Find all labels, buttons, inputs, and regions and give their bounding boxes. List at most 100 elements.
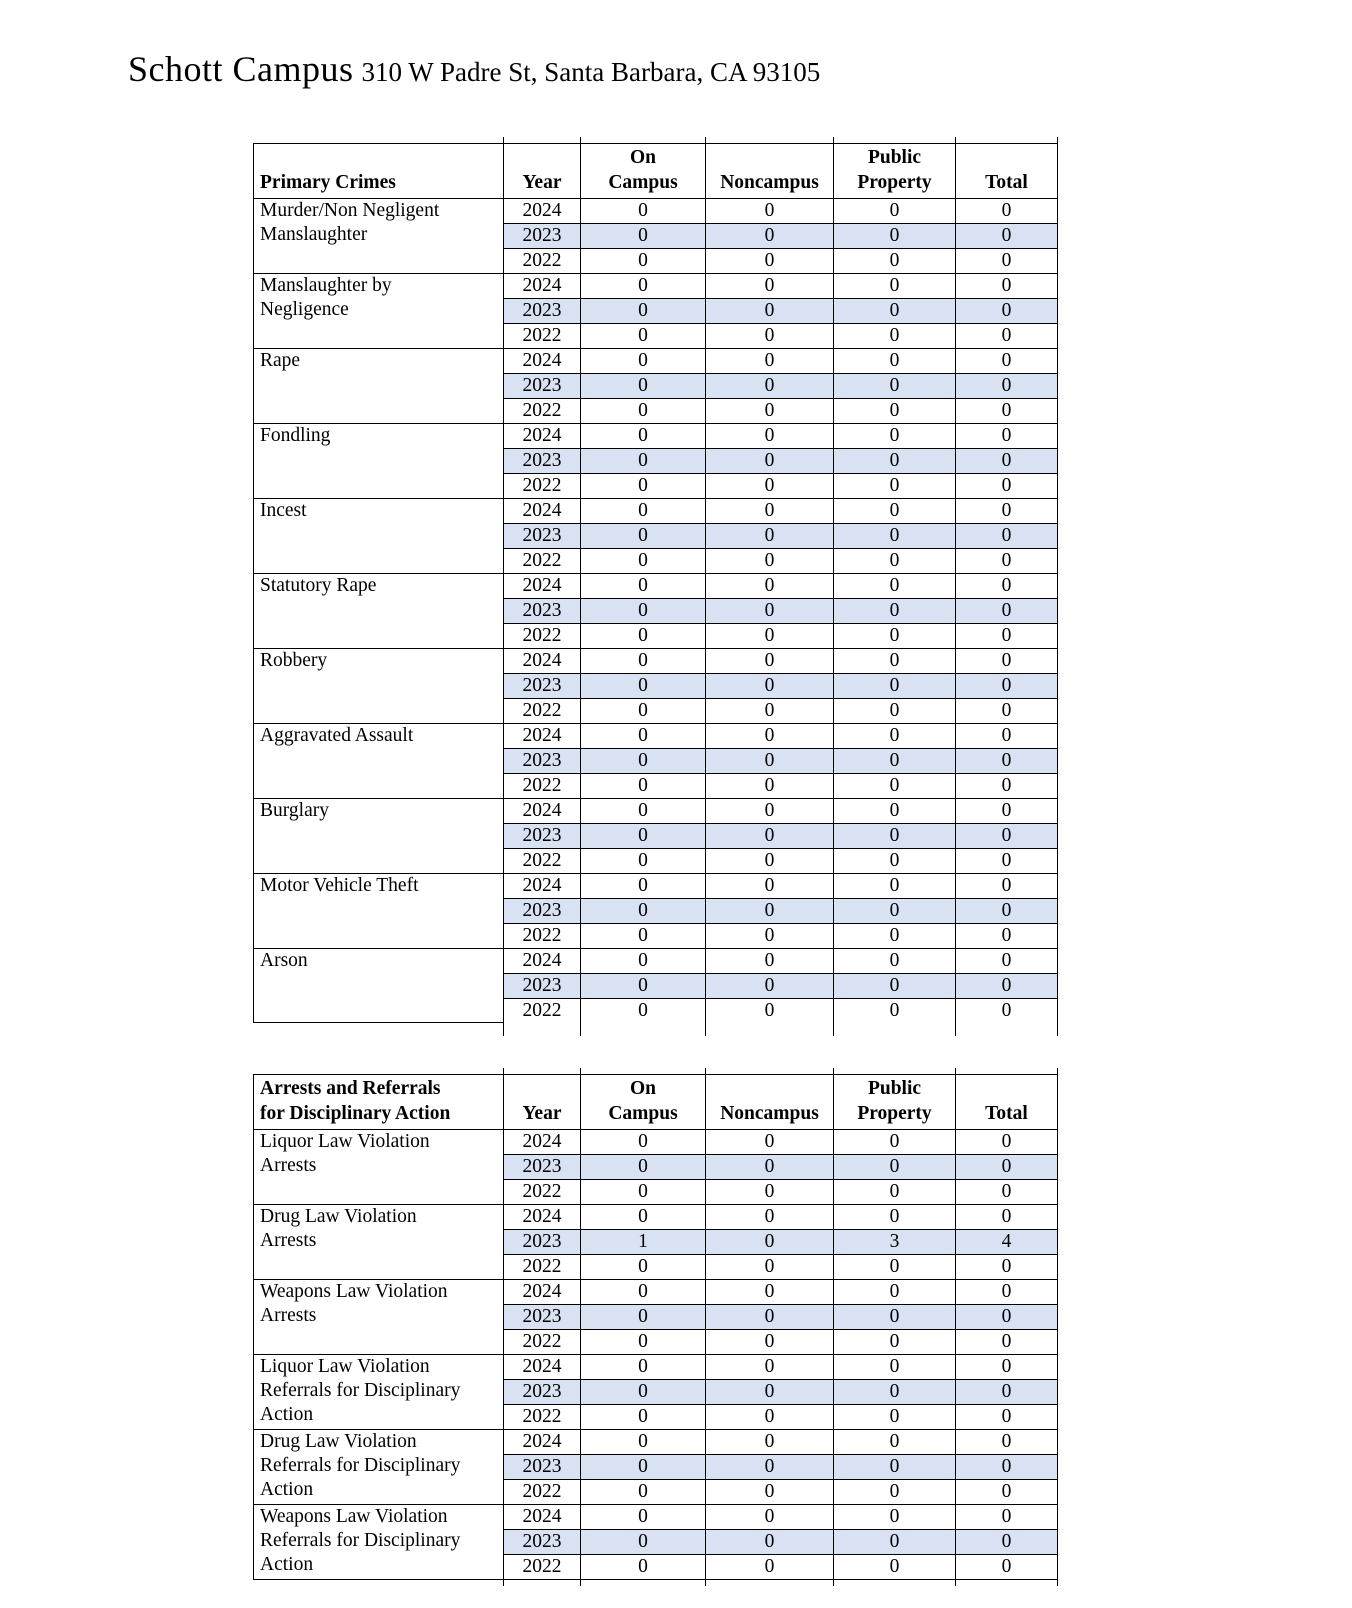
year-cell: 2024 bbox=[503, 347, 581, 374]
category-cell: Weapons Law Violation Arrests bbox=[253, 1278, 504, 1355]
category-cell: Manslaughter by Negligence bbox=[253, 272, 504, 349]
value-cell: 0 bbox=[955, 647, 1058, 674]
value-cell: 0 bbox=[955, 922, 1058, 949]
data-row: 2022 0 0 0 0 bbox=[254, 697, 1058, 724]
value-cell: 0 bbox=[955, 197, 1058, 224]
value-cell: 0 bbox=[580, 997, 706, 1023]
value-cell: 0 bbox=[580, 1128, 706, 1155]
value-cell: 0 bbox=[580, 1278, 706, 1305]
value-cell: 0 bbox=[705, 272, 834, 299]
value-cell: 0 bbox=[955, 672, 1058, 699]
value-cell: 0 bbox=[580, 397, 706, 424]
stub-cell bbox=[955, 1022, 1058, 1036]
value-cell: 0 bbox=[705, 1478, 834, 1505]
value-cell: 0 bbox=[580, 1378, 706, 1405]
category-cell: Liquor Law Violation Referrals for Disci… bbox=[253, 1353, 504, 1430]
value-cell: 0 bbox=[580, 597, 706, 624]
stub-cell bbox=[705, 1579, 834, 1586]
value-cell: 0 bbox=[833, 272, 956, 299]
value-cell: 0 bbox=[833, 547, 956, 574]
stub-cell bbox=[580, 1579, 706, 1586]
year-cell: 2023 bbox=[503, 1153, 581, 1180]
year-cell: 2023 bbox=[503, 897, 581, 924]
year-cell: 2022 bbox=[503, 472, 581, 499]
year-cell: 2022 bbox=[503, 1178, 581, 1205]
value-cell: 0 bbox=[705, 1328, 834, 1355]
value-cell: 0 bbox=[705, 672, 834, 699]
value-cell: 0 bbox=[705, 447, 834, 474]
value-cell: 0 bbox=[955, 397, 1058, 424]
data-row: 2023 0 0 0 0 bbox=[254, 1303, 1058, 1330]
value-cell: 0 bbox=[955, 1128, 1058, 1155]
category-cell: Rape bbox=[253, 347, 504, 424]
value-cell: 0 bbox=[580, 222, 706, 249]
value-cell: 0 bbox=[580, 1453, 706, 1480]
year-cell: 2022 bbox=[503, 397, 581, 424]
value-cell: 0 bbox=[705, 1203, 834, 1230]
data-row: Motor Vehicle Theft 2024 0 0 0 0 bbox=[253, 872, 1058, 949]
value-cell: 0 bbox=[705, 1278, 834, 1305]
value-cell: 0 bbox=[833, 1178, 956, 1205]
value-cell: 0 bbox=[580, 647, 706, 674]
year-cell: 2023 bbox=[503, 1228, 581, 1255]
value-cell: 0 bbox=[833, 1153, 956, 1180]
value-cell: 0 bbox=[705, 1153, 834, 1180]
year-cell: 2024 bbox=[503, 797, 581, 824]
value-cell: 0 bbox=[705, 1353, 834, 1380]
arrests-and-referrals-table: Arrests and Referrals for Disciplinary A… bbox=[253, 1068, 1058, 1586]
value-cell: 0 bbox=[955, 997, 1058, 1023]
value-cell: 0 bbox=[833, 1453, 956, 1480]
value-cell: 0 bbox=[580, 572, 706, 599]
value-cell: 0 bbox=[955, 522, 1058, 549]
value-cell: 0 bbox=[580, 1178, 706, 1205]
value-cell: 0 bbox=[705, 772, 834, 799]
value-cell: 0 bbox=[833, 222, 956, 249]
value-cell: 0 bbox=[705, 872, 834, 899]
stub-cell bbox=[580, 1022, 706, 1036]
value-cell: 0 bbox=[955, 247, 1058, 274]
year-cell: 2022 bbox=[503, 697, 581, 724]
value-cell: 0 bbox=[705, 297, 834, 324]
value-cell: 0 bbox=[833, 972, 956, 999]
data-row: 2022 0 0 0 0 bbox=[254, 772, 1058, 799]
value-cell: 0 bbox=[580, 347, 706, 374]
value-cell: 0 bbox=[705, 472, 834, 499]
value-cell: 0 bbox=[705, 397, 834, 424]
data-row: 2023 0 0 0 0 bbox=[254, 1153, 1058, 1180]
value-cell: 0 bbox=[833, 672, 956, 699]
data-row: 2023 0 0 0 0 bbox=[254, 1453, 1058, 1480]
category-cell: Liquor Law Violation Arrests bbox=[253, 1128, 504, 1205]
year-cell: 2022 bbox=[503, 622, 581, 649]
data-row: 2023 0 0 0 0 bbox=[254, 222, 1058, 249]
value-cell: 0 bbox=[833, 1503, 956, 1530]
value-cell: 0 bbox=[833, 1353, 956, 1380]
year-cell: 2022 bbox=[503, 1553, 581, 1580]
value-cell: 0 bbox=[833, 1203, 956, 1230]
year-cell: 2023 bbox=[503, 1303, 581, 1330]
stub-cell bbox=[955, 137, 1058, 143]
data-row: 2022 0 0 0 0 bbox=[254, 547, 1058, 574]
category-cell: Incest bbox=[253, 497, 504, 574]
data-row: Murder/Non Negligent Manslaughter 2024 0 0 0… bbox=[253, 197, 1058, 274]
value-cell: 0 bbox=[580, 447, 706, 474]
year-cell: 2024 bbox=[503, 422, 581, 449]
data-row: 2022 0 0 0 0 bbox=[254, 1403, 1058, 1430]
stub-cell bbox=[955, 1579, 1058, 1586]
value-cell: 0 bbox=[955, 1428, 1058, 1455]
value-cell: 0 bbox=[833, 1328, 956, 1355]
value-cell: 0 bbox=[580, 897, 706, 924]
value-cell: 0 bbox=[833, 447, 956, 474]
header-row: Arrests and Referrals for Disciplinary A… bbox=[253, 1073, 1058, 1130]
year-cell: 2022 bbox=[503, 772, 581, 799]
value-cell: 0 bbox=[580, 972, 706, 999]
value-cell: 0 bbox=[580, 1428, 706, 1455]
value-cell: 0 bbox=[833, 747, 956, 774]
value-cell: 1 bbox=[580, 1228, 706, 1255]
data-row: 2023 0 0 0 0 bbox=[254, 822, 1058, 849]
value-cell: 0 bbox=[955, 297, 1058, 324]
value-cell: 0 bbox=[705, 1303, 834, 1330]
value-cell: 0 bbox=[705, 997, 834, 1023]
value-cell: 0 bbox=[705, 497, 834, 524]
value-cell: 0 bbox=[705, 247, 834, 274]
value-cell: 0 bbox=[833, 1528, 956, 1555]
